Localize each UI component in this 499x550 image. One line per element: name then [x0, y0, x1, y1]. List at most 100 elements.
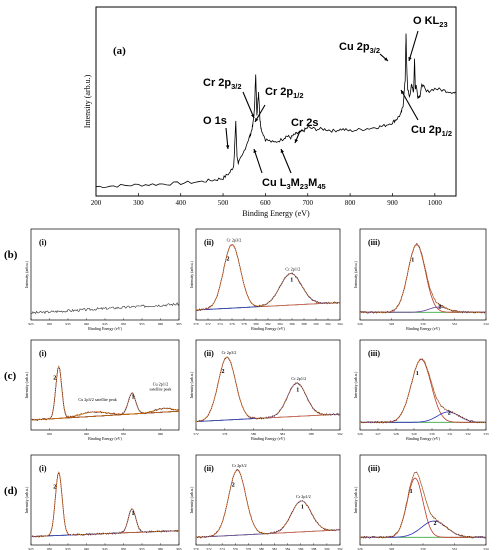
arrow-cu-lmm-1-head — [253, 149, 257, 153]
x-tick-label: 576 — [233, 547, 238, 550]
x-tick-label: 960 — [158, 547, 163, 550]
peak-number: 1 — [132, 394, 135, 400]
arrow-cu-lmm-1 — [253, 148, 263, 174]
peak-number: 1 — [410, 489, 413, 495]
panel-frame — [195, 339, 341, 431]
x-tick-label: 570 — [193, 322, 198, 326]
panel-c-iii: 526 527 528 529 530 531 532 533 Binding Energy (… — [353, 339, 489, 441]
x-tick-label: 527 — [375, 432, 380, 436]
arrow-cu-lmm-2 — [280, 148, 292, 174]
x-tick-label: 530 — [429, 432, 434, 436]
x-tick-label: 965 — [176, 547, 181, 550]
panel-sub-label: (iii) — [368, 238, 380, 247]
x-axis-label: Binding Energy (eV) — [406, 326, 440, 331]
x-axis-label: Binding Energy (eV) — [88, 436, 122, 441]
peak-number: 2 — [232, 482, 235, 488]
x-tick-label: 925 — [28, 547, 33, 550]
anno-cu-lmm: Cu L3M23M45 — [262, 177, 326, 191]
x-tick-label: 588 — [309, 432, 314, 436]
y-axis-label: Intensity (arb.u.) — [24, 260, 29, 287]
survey-x-axis-label: Binding Energy (eV) — [242, 209, 310, 218]
x-tick-label: 580 — [253, 322, 258, 326]
peak-number: 2 — [221, 369, 224, 375]
x-tick-label: 592 — [325, 322, 330, 326]
fit-envelope-line — [30, 471, 180, 537]
x-tick-label: 534 — [483, 547, 488, 550]
arrow-cr2p32-head — [250, 114, 255, 118]
arrow-cu-lmm-2-head — [280, 149, 284, 153]
component-peak — [360, 244, 486, 313]
arrow-cu2p32-head — [384, 57, 388, 61]
x-tick-label: 526 — [357, 547, 362, 550]
x-tick-label: 532 — [452, 322, 457, 326]
survey-x-tick-label: 300 — [133, 199, 144, 207]
raw-spectrum-line — [195, 468, 341, 539]
fit-envelope-line — [360, 358, 486, 423]
survey-x-tick-label: 200 — [91, 199, 102, 207]
component-peak — [360, 358, 486, 423]
x-tick-label: 592 — [337, 547, 342, 550]
panel-c-i: 930 940 950 960 Binding Energy (eV) Intensity… — [24, 339, 180, 441]
raw-spectrum-line — [31, 471, 180, 538]
panel-b-ii: 570 572 574 576 578 580 582 584 586 588 590 592 594 B… — [189, 228, 343, 331]
panel-c-ii: 572 576 580 584 588 592 Binding Energy (eV) Int… — [189, 339, 343, 441]
y-axis-label: Intensity (arb.u.) — [353, 486, 358, 513]
arrow-okl23-head — [408, 57, 412, 61]
x-tick-label: 574 — [217, 322, 222, 326]
anno-cr2p32: Cr 2p3/2 — [203, 77, 242, 91]
survey-y-axis-label: Intensity (arb.u.) — [83, 74, 92, 128]
arrow-o1s-head — [225, 145, 230, 149]
x-tick-label: 532 — [452, 547, 457, 550]
panel-frame — [30, 228, 180, 321]
x-tick-label: 586 — [298, 547, 303, 550]
x-tick-label: 590 — [324, 547, 329, 550]
peak-number: 2 — [434, 521, 437, 527]
fit-envelope-line — [360, 472, 486, 538]
peak-number: 2 — [448, 411, 451, 417]
survey-x-tick-label: 900 — [387, 199, 398, 207]
raw-spectrum-line — [30, 302, 180, 315]
raw-spectrum-line — [195, 244, 341, 312]
x-tick-label: 945 — [102, 322, 107, 326]
y-axis-label: Intensity (arb.u.) — [24, 486, 29, 513]
x-tick-label: 588 — [301, 322, 306, 326]
x-axis-label: Binding Energy (eV) — [88, 326, 122, 331]
x-tick-label: 576 — [229, 322, 234, 326]
peak-number: 1 — [301, 505, 304, 511]
y-axis-label: Intensity (arb.u.) — [189, 371, 194, 398]
anno-cu2p32: Cu 2p3/2 — [339, 41, 380, 55]
x-tick-label: 572 — [205, 322, 210, 326]
x-tick-label: 570 — [193, 547, 198, 550]
component-peak — [360, 477, 486, 538]
fit-envelope-line — [196, 469, 340, 538]
x-tick-label: 935 — [65, 547, 70, 550]
x-tick-label: 930 — [47, 432, 52, 436]
peak-label: Cr 2p1/2 — [285, 267, 300, 272]
survey-x-tick-label: 1000 — [428, 199, 443, 207]
fit-envelope-line — [30, 365, 180, 421]
anno-okl23: O KL23 — [413, 15, 448, 29]
component-peak — [30, 471, 180, 537]
x-tick-label: 528 — [389, 547, 394, 550]
x-tick-label: 533 — [483, 432, 488, 436]
peak-number: 2 — [53, 376, 56, 382]
panel-letter-b: (b) — [4, 249, 18, 261]
peak-number: 1 — [416, 371, 419, 377]
x-tick-label: 950 — [121, 322, 126, 326]
anno-cu2p12: Cu 2p1/2 — [411, 124, 452, 138]
x-tick-label: 528 — [393, 432, 398, 436]
component-peak — [196, 273, 340, 311]
peak-label: Cr 2p3/2 — [222, 350, 237, 355]
x-tick-label: 925 — [28, 322, 33, 326]
x-tick-label: 528 — [389, 322, 394, 326]
anno-cr2p12: Cr 2p1/2 — [265, 86, 304, 100]
satellite-note: Cu 2p1/2 — [153, 381, 168, 386]
panel-letter-a: (a) — [113, 45, 126, 57]
panel-b-i: 925 930 935 940 945 950 955 960 965 Binding Energ… — [24, 228, 182, 331]
satellite-note: Cu 2p3/2 satellite peak — [78, 397, 117, 402]
survey-x-tick-label: 500 — [218, 199, 229, 207]
anno-o1s: O 1s — [203, 115, 227, 127]
x-tick-label: 584 — [277, 322, 282, 326]
panel-letter-c: (c) — [4, 370, 17, 382]
x-tick-label: 531 — [447, 432, 452, 436]
